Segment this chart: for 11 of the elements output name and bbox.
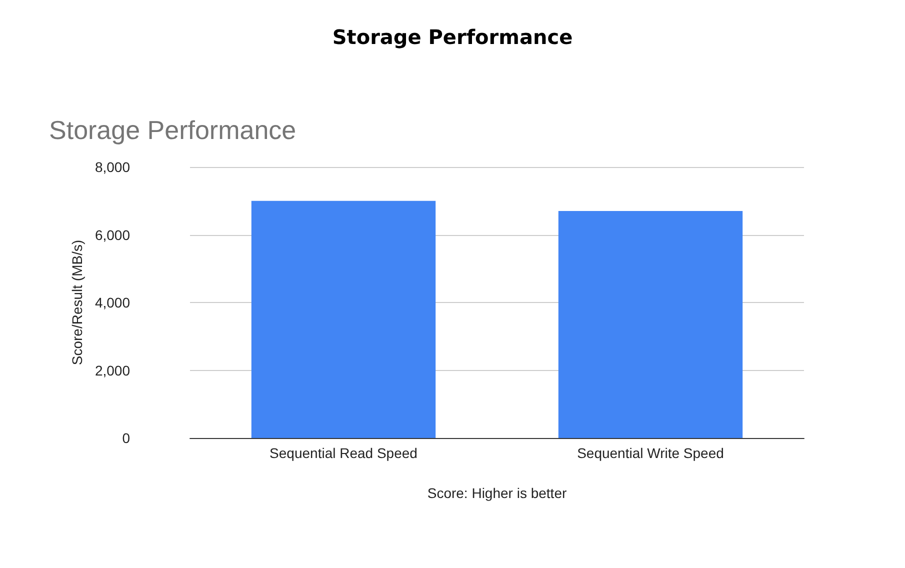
y-tick-label: 8,000	[94, 159, 130, 175]
y-axis-title: Score/Result (MB/s)	[69, 240, 86, 366]
y-tick-label: 4,000	[94, 294, 130, 310]
y-tick-label: 2,000	[94, 362, 130, 378]
x-axis-title: Score: Higher is better	[427, 485, 567, 501]
x-tick-label: Sequential Write Speed	[577, 445, 724, 461]
y-tick-label: 0	[122, 430, 130, 446]
chart-title: Storage Performance	[332, 25, 573, 49]
y-tick-label: 6,000	[94, 226, 130, 243]
chart-subtitle: Storage Performance	[49, 115, 296, 145]
x-tick-label: Sequential Read Speed	[270, 445, 418, 461]
